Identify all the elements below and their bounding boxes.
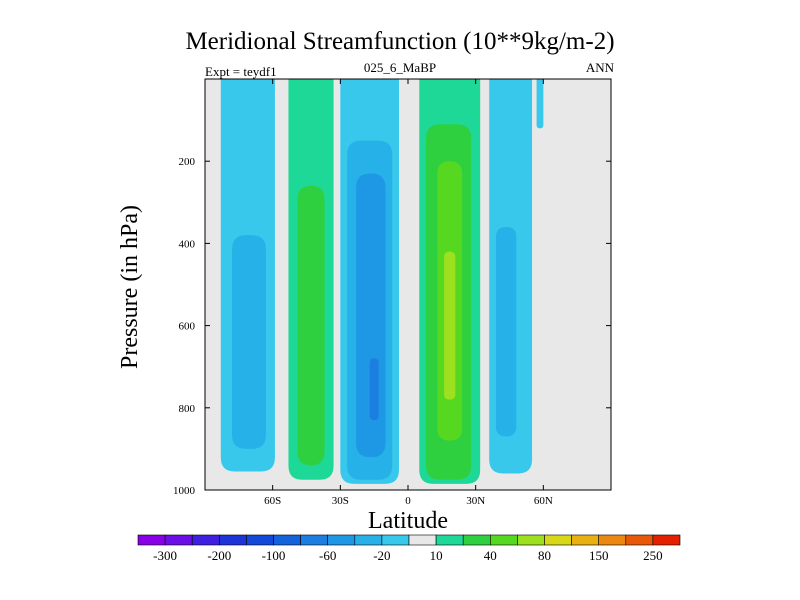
x-tick-label: 60N [534,495,553,507]
experiment-label: Expt = teydf1 [205,64,277,79]
cell-nh-polar-strip [536,79,544,129]
cell-ferrel-nh-core [495,226,517,437]
colorbar-swatch [219,534,247,546]
colorbar-label: 150 [589,548,609,563]
colorbar-swatch [652,534,681,546]
y-tick-label: 800 [179,403,196,415]
x-tick-label: 0 [405,495,411,507]
colorbar-swatch [435,534,464,546]
y-tick-label: 1000 [173,485,196,497]
cell-sh-polar-core [232,235,266,449]
colorbar-swatch [327,534,356,546]
colorbar-label: 250 [643,548,663,563]
colorbar-swatch [246,534,274,546]
x-axis-label: Latitude [368,508,448,534]
y-axis-label: Pressure (in hPa) [117,205,143,369]
colorbar-label: 10 [430,548,443,563]
x-axis: 60S 30S 0 30N 60N [264,79,553,507]
colorbar-label: 40 [484,548,497,563]
contour-fills [205,79,611,490]
colorbar-label: -20 [373,548,390,563]
y-tick-label: 600 [179,321,196,333]
x-tick-label: 60S [264,495,281,507]
colorbar-swatch [381,534,410,546]
colorbar-swatch [571,534,599,546]
cell-ferrel-sh-core [297,185,325,466]
colorbar-labels: -300 -200 -100 -60 -20 10 40 80 150 250 [153,548,662,563]
y-tick-label: 200 [179,156,196,168]
colorbar-swatches [137,534,681,546]
colorbar-swatch [137,534,166,546]
y-axis: 200 400 600 800 1000 [173,156,611,497]
period-label: 025_6_MaBP [363,60,437,75]
season-label: ANN [585,60,614,75]
colorbar-swatch [625,534,654,546]
colorbar-label: -100 [262,548,286,563]
colorbar-label: 80 [538,548,551,563]
colorbar-swatch [462,534,491,546]
cell-hadley-nh-max [444,251,456,400]
colorbar-label: -60 [319,548,336,563]
colorbar-swatch [517,534,545,546]
x-tick-label: 30N [466,495,485,507]
x-tick-label: 30S [332,495,349,507]
chart-title: Meridional Streamfunction (10**9kg/m-2) [185,28,615,55]
colorbar-swatch [191,534,220,546]
colorbar-swatch [354,534,383,546]
colorbar-label: -200 [207,548,231,563]
colorbar-swatch [164,534,193,546]
colorbar-swatch [489,534,518,546]
colorbar-label: -300 [153,548,177,563]
colorbar-swatch [598,534,627,546]
colorbar-swatch [300,534,329,546]
y-tick-label: 400 [179,238,196,250]
cell-hadley-sh-max [369,358,379,421]
colorbar-swatch [544,534,572,546]
colorbar-swatch [273,534,301,546]
colorbar-swatch [408,534,437,546]
